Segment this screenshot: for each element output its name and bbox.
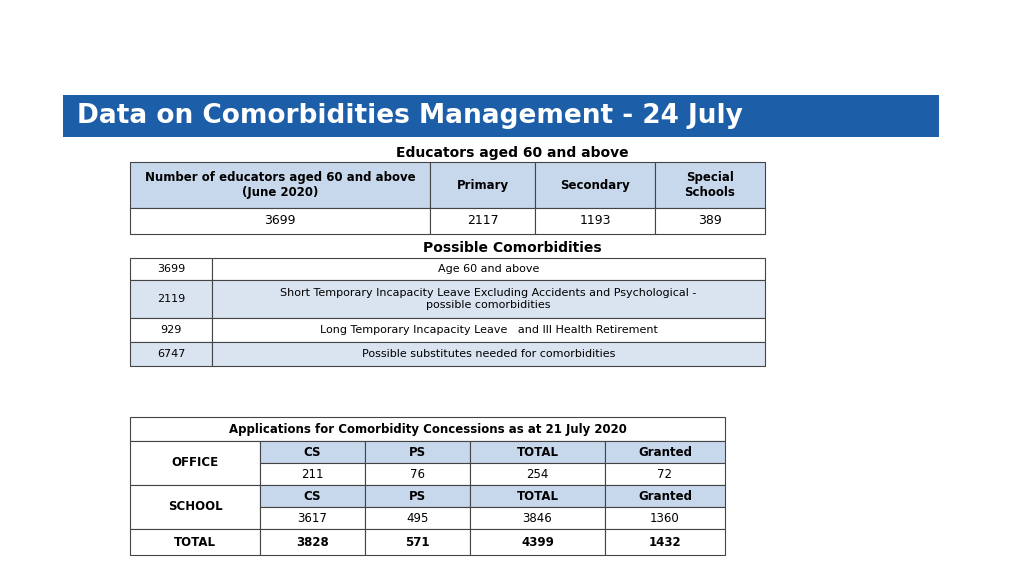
Bar	[430, 208, 535, 234]
Bar	[63, 95, 939, 137]
Bar	[260, 529, 365, 555]
Bar	[365, 441, 470, 463]
Bar	[212, 280, 765, 318]
Text: Age 60 and above: Age 60 and above	[438, 264, 540, 274]
Bar	[260, 485, 365, 507]
Text: 3699: 3699	[157, 264, 185, 274]
Text: Special
Schools: Special Schools	[685, 171, 735, 199]
Bar	[365, 485, 470, 507]
Text: 3828: 3828	[296, 536, 329, 548]
Bar	[470, 529, 605, 555]
Bar	[130, 342, 212, 366]
Bar	[605, 441, 725, 463]
Bar	[365, 529, 470, 555]
Text: 2119: 2119	[157, 294, 185, 304]
Bar	[212, 342, 765, 366]
Text: 389: 389	[698, 214, 722, 228]
Bar	[130, 441, 260, 485]
Bar	[470, 507, 605, 529]
Text: 929: 929	[161, 325, 181, 335]
Text: 254: 254	[526, 468, 549, 480]
Text: PS: PS	[409, 490, 426, 502]
Bar	[365, 507, 470, 529]
Text: OFFICE: OFFICE	[171, 457, 218, 469]
Bar	[365, 463, 470, 485]
Bar	[655, 208, 765, 234]
Bar	[130, 208, 430, 234]
Text: 571: 571	[406, 536, 430, 548]
Bar	[470, 441, 605, 463]
Bar	[130, 529, 260, 555]
Text: TOTAL: TOTAL	[516, 445, 558, 458]
Text: 1360: 1360	[650, 511, 680, 525]
Text: 72: 72	[657, 468, 673, 480]
Text: Possible substitutes needed for comorbidities: Possible substitutes needed for comorbid…	[361, 349, 615, 359]
Text: Primary: Primary	[457, 179, 509, 191]
Text: Long Temporary Incapacity Leave   and Ill Health Retirement: Long Temporary Incapacity Leave and Ill …	[319, 325, 657, 335]
Text: Applications for Comorbidity Concessions as at 21 July 2020: Applications for Comorbidity Concessions…	[228, 423, 627, 435]
Text: CS: CS	[304, 445, 322, 458]
Text: Data on Comorbidities Management - 24 July: Data on Comorbidities Management - 24 Ju…	[77, 103, 742, 129]
Text: 6747: 6747	[157, 349, 185, 359]
Bar	[655, 162, 765, 208]
Bar	[130, 485, 260, 529]
Text: Educators aged 60 and above: Educators aged 60 and above	[395, 146, 629, 160]
Text: TOTAL: TOTAL	[174, 536, 216, 548]
Text: SCHOOL: SCHOOL	[168, 501, 222, 513]
Bar	[470, 463, 605, 485]
Bar	[535, 208, 655, 234]
Bar	[130, 280, 212, 318]
Text: 1432: 1432	[648, 536, 681, 548]
Text: TOTAL: TOTAL	[516, 490, 558, 502]
Bar	[130, 162, 430, 208]
Text: 1193: 1193	[580, 214, 610, 228]
Text: CS: CS	[304, 490, 322, 502]
Text: Granted: Granted	[638, 445, 692, 458]
Text: 3699: 3699	[264, 214, 296, 228]
Bar	[212, 258, 765, 280]
Bar	[212, 318, 765, 342]
Bar	[260, 463, 365, 485]
Text: Short Temporary Incapacity Leave Excluding Accidents and Psychological -
possibl: Short Temporary Incapacity Leave Excludi…	[281, 288, 696, 310]
Bar	[130, 318, 212, 342]
Bar	[260, 507, 365, 529]
Text: 3846: 3846	[522, 511, 552, 525]
Bar	[605, 529, 725, 555]
Text: 2117: 2117	[467, 214, 499, 228]
Text: Granted: Granted	[638, 490, 692, 502]
Bar	[130, 417, 725, 441]
Bar	[130, 258, 212, 280]
Bar	[605, 485, 725, 507]
Text: 76: 76	[410, 468, 425, 480]
Bar	[260, 441, 365, 463]
Bar	[430, 162, 535, 208]
Text: Secondary: Secondary	[560, 179, 630, 191]
Bar	[605, 463, 725, 485]
Text: 495: 495	[407, 511, 429, 525]
Bar	[535, 162, 655, 208]
Bar	[605, 507, 725, 529]
Text: 3617: 3617	[298, 511, 328, 525]
Text: Possible Comorbidities: Possible Comorbidities	[423, 241, 601, 255]
Text: 211: 211	[301, 468, 324, 480]
Bar	[470, 485, 605, 507]
Text: Number of educators aged 60 and above
(June 2020): Number of educators aged 60 and above (J…	[144, 171, 416, 199]
Text: 4399: 4399	[521, 536, 554, 548]
Text: PS: PS	[409, 445, 426, 458]
